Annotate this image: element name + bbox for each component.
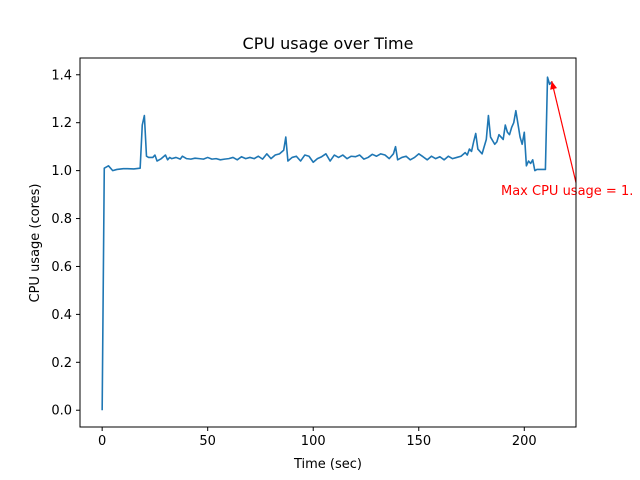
y-tick-label: 0.6 (51, 260, 72, 275)
plot-area (101, 76, 553, 411)
annotation-arrow (551, 81, 577, 183)
y-tick-label: 0.0 (51, 404, 72, 419)
y-tick-label: 0.8 (51, 212, 72, 227)
y-tick-label: 1.4 (51, 68, 72, 83)
max-annotation: Max CPU usage = 1. (501, 81, 633, 199)
y-tick-label: 1.2 (51, 116, 72, 131)
x-tick-label: 150 (406, 434, 431, 449)
y-tick-label: 0.2 (51, 356, 72, 371)
series-line (101, 76, 553, 411)
x-tick-label: 50 (199, 434, 216, 449)
y-tick-label: 1.0 (51, 164, 72, 179)
x-tick-label: 200 (512, 434, 537, 449)
x-tick-label: 0 (98, 434, 106, 449)
annotation-text: Max CPU usage = 1. (501, 184, 633, 199)
y-tick-label: 0.4 (51, 308, 72, 323)
x-axis-label: Time (sec) (293, 457, 362, 472)
y-axis: 0.0 0.2 0.4 0.6 0.8 1.0 1.2 1.4 (51, 68, 80, 419)
y-axis-label: CPU usage (cores) (28, 184, 43, 303)
x-tick-label: 100 (301, 434, 326, 449)
axes-frame (79, 57, 577, 428)
annotation-arrowhead (550, 81, 557, 90)
x-axis: 0 50 100 150 200 (98, 427, 537, 449)
chart-title: CPU usage over Time (243, 34, 414, 53)
